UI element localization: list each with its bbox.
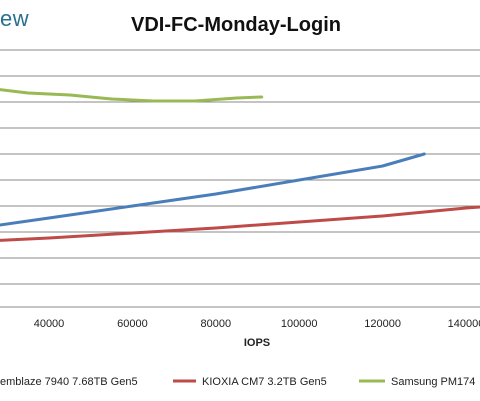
- x-axis-ticks: 40000 60000 80000 100000 120000 140000: [34, 318, 480, 330]
- x-tick-label: 140000: [448, 318, 480, 330]
- x-tick-label: 100000: [281, 318, 318, 330]
- legend: emblaze 7940 7.68TB Gen5 KIOXIA CM7 3.2TB…: [0, 376, 475, 388]
- legend-label: Samsung PM174: [391, 376, 475, 388]
- x-axis-label: IOPS: [244, 337, 270, 349]
- chart-title: VDI-FC-Monday-Login: [131, 14, 341, 36]
- series-lines: [0, 88, 480, 242]
- x-tick-label: 120000: [364, 318, 401, 330]
- series-line-1: [0, 152, 426, 227]
- legend-label: KIOXIA CM7 3.2TB Gen5: [202, 376, 327, 388]
- brand-logo-fragment: ew: [0, 6, 30, 31]
- x-tick-label: 60000: [117, 318, 148, 330]
- series-line-3: [0, 88, 264, 103]
- x-tick-label: 80000: [201, 318, 232, 330]
- series-line-2: [0, 205, 480, 242]
- legend-label: emblaze 7940 7.68TB Gen5: [0, 376, 138, 388]
- x-tick-label: 40000: [34, 318, 65, 330]
- gridlines: [0, 49, 480, 308]
